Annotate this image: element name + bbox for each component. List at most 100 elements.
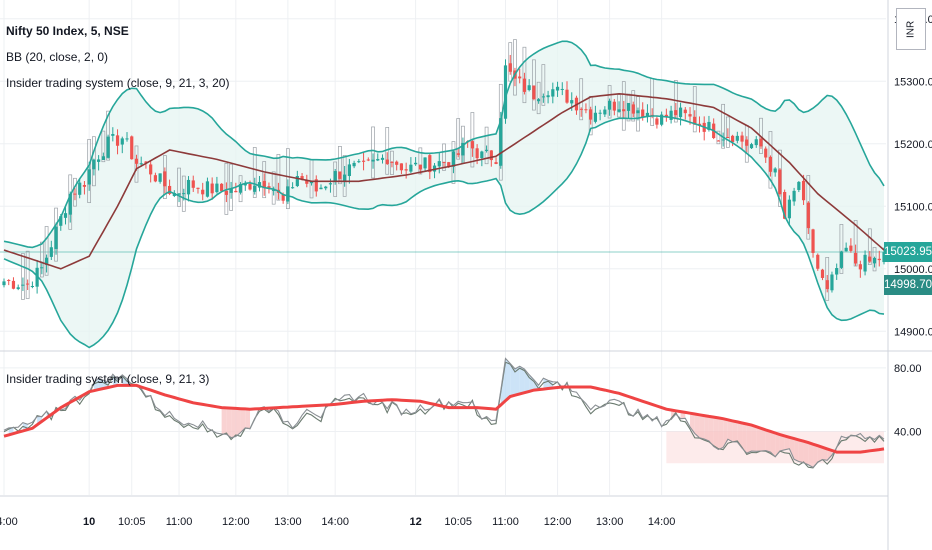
candle-body bbox=[286, 186, 290, 202]
candle-body bbox=[82, 185, 87, 187]
candle-body bbox=[570, 100, 574, 104]
candle-body bbox=[773, 168, 777, 173]
osc-fill bbox=[813, 444, 818, 468]
candle-body bbox=[541, 96, 545, 98]
candle-body bbox=[125, 138, 129, 140]
candle-body bbox=[693, 116, 697, 125]
candle-body bbox=[390, 161, 394, 163]
candle-body bbox=[16, 287, 20, 290]
candle-body bbox=[224, 190, 228, 195]
candle-body bbox=[551, 89, 555, 97]
osc-fill bbox=[751, 425, 757, 452]
candle-body bbox=[272, 189, 276, 191]
symbol-legend[interactable]: Nifty 50 Index, 5, NSE bbox=[6, 24, 129, 38]
candle-body bbox=[858, 264, 862, 270]
candle-body bbox=[404, 169, 408, 171]
osc-fill bbox=[713, 417, 719, 450]
time-tick-label: 14:00 bbox=[648, 516, 676, 528]
candle-body bbox=[44, 257, 49, 265]
candle-body bbox=[688, 114, 692, 117]
candle-body bbox=[68, 193, 72, 215]
candle-body bbox=[522, 78, 527, 92]
signal-bar bbox=[271, 171, 276, 205]
osc-fill bbox=[245, 408, 251, 429]
osc-fill bbox=[231, 408, 236, 438]
candle-body bbox=[191, 180, 195, 188]
candle-body bbox=[555, 86, 560, 91]
signal-bar bbox=[726, 116, 730, 148]
candle-body bbox=[328, 183, 333, 185]
candle-body bbox=[149, 164, 153, 175]
time-tick-label: 12:00 bbox=[222, 516, 250, 528]
bb-basis-line bbox=[3, 92, 885, 270]
signal-bar bbox=[522, 46, 527, 104]
candle-body bbox=[470, 141, 474, 149]
candle-body bbox=[797, 181, 801, 190]
signal-bar bbox=[21, 253, 25, 300]
candle-body bbox=[631, 104, 635, 114]
time-tick-label: 13:00 bbox=[596, 516, 624, 528]
candle-body bbox=[669, 110, 673, 120]
candle-body bbox=[186, 179, 191, 195]
signal-bar bbox=[636, 96, 640, 132]
candle-body bbox=[745, 139, 749, 146]
signal-bar bbox=[25, 250, 30, 299]
candle-body bbox=[442, 161, 446, 163]
osc-slow-line bbox=[3, 383, 885, 454]
candle-body bbox=[475, 148, 479, 159]
candle-body bbox=[579, 108, 583, 110]
candle-body bbox=[849, 245, 853, 251]
candle-body bbox=[357, 161, 361, 163]
insider-sub-legend[interactable]: Insider trading system (close, 9, 21, 3) bbox=[6, 372, 210, 386]
candle-body bbox=[177, 193, 181, 195]
signal-bar bbox=[177, 167, 181, 207]
candle-body bbox=[167, 185, 172, 194]
candle-body bbox=[508, 63, 512, 72]
candle-body bbox=[324, 186, 328, 189]
candle-body bbox=[30, 286, 34, 288]
candle-body bbox=[707, 121, 711, 130]
bb-lower-line bbox=[3, 115, 885, 349]
signal-bar bbox=[484, 126, 489, 165]
time-tick-label: 11:00 bbox=[492, 516, 519, 528]
candle-body bbox=[612, 101, 616, 111]
signal-bar bbox=[262, 161, 267, 199]
candle-body bbox=[830, 274, 834, 291]
osc-fill bbox=[746, 424, 752, 454]
candle-body bbox=[527, 85, 531, 91]
candle-body bbox=[437, 161, 441, 167]
candle-body bbox=[560, 88, 564, 90]
osc-fill bbox=[827, 448, 832, 461]
candle-body bbox=[291, 187, 295, 189]
candle-body bbox=[196, 187, 200, 189]
candle-body bbox=[660, 114, 664, 125]
candle-body bbox=[11, 280, 16, 289]
candle-body bbox=[768, 156, 773, 172]
candle-body bbox=[314, 179, 318, 192]
candle-body bbox=[499, 118, 503, 166]
insider-main-legend[interactable]: Insider trading system (close, 9, 21, 3,… bbox=[6, 76, 230, 90]
candle-body bbox=[97, 159, 101, 162]
bb-legend[interactable]: BB (20, close, 2, 0) bbox=[6, 50, 109, 64]
price-tick-label: 14900.00 bbox=[894, 326, 932, 338]
candle-body bbox=[854, 252, 858, 264]
candle-body bbox=[518, 76, 522, 79]
candle-body bbox=[111, 134, 115, 136]
candle-body bbox=[598, 112, 602, 114]
currency-badge[interactable]: INR bbox=[896, 8, 926, 50]
signal-bar bbox=[536, 81, 541, 115]
candle-body bbox=[295, 176, 299, 187]
candle-body bbox=[674, 110, 678, 116]
candle-body bbox=[409, 164, 413, 172]
signal-bar bbox=[73, 177, 77, 207]
signal-bar bbox=[338, 145, 342, 185]
candle-body bbox=[726, 136, 730, 138]
signal-bar bbox=[508, 42, 513, 82]
candle-body bbox=[101, 156, 105, 160]
candle-body bbox=[35, 267, 39, 287]
candle-body bbox=[617, 109, 621, 112]
mid-price-tag: 14998.70 bbox=[884, 275, 932, 295]
osc-fill bbox=[817, 445, 823, 463]
signal-bar bbox=[39, 241, 44, 278]
candle-body bbox=[503, 65, 508, 119]
